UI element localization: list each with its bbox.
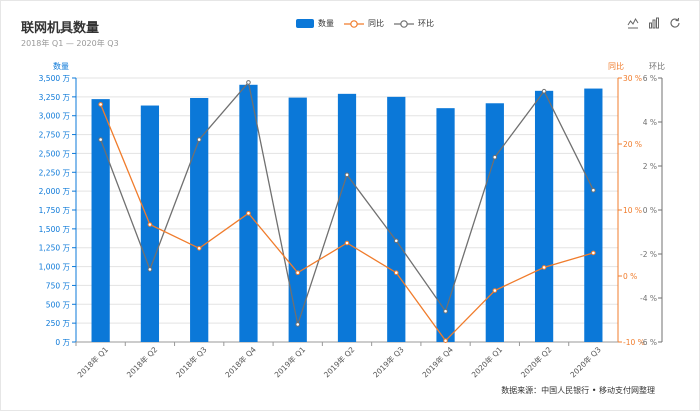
y-left-tick-label: 2,750 万 (39, 131, 71, 140)
y-left-tick-label: 3,000 万 (39, 112, 71, 121)
legend-item-quantity[interactable]: 数量 (296, 18, 334, 29)
y-left-tick-label: 0 万 (55, 338, 70, 347)
y-left-tick-label: 1,750 万 (39, 206, 71, 215)
point-qoq (295, 322, 301, 327)
bar-quantity (387, 96, 406, 342)
y-left-tick-label: 1,500 万 (39, 225, 71, 234)
chart-subtitle: 2018年 Q1 — 2020年 Q3 (21, 39, 119, 48)
point-qoq (492, 154, 498, 160)
y-right2-tick-label: -2 % (640, 250, 657, 259)
y-left-tick-label: 750 万 (46, 281, 71, 290)
point-yoy (246, 211, 251, 216)
point-yoy (98, 102, 103, 107)
y-left-axis-title: 数量 (53, 61, 69, 71)
bar-quantity (584, 88, 603, 342)
toolbox (627, 17, 681, 29)
point-yoy (295, 270, 301, 276)
point-yoy (492, 288, 498, 293)
bar-chart-icon[interactable] (648, 17, 660, 29)
y-right-tick-label: 20 % (623, 140, 642, 149)
x-tick-label: 2019年 Q2 (321, 344, 356, 379)
point-yoy (591, 250, 596, 256)
y-right-tick-label: -10 % (623, 338, 645, 347)
legend-item-yoy[interactable]: 同比 (344, 18, 384, 29)
y-left-tick-label: 1,250 万 (39, 244, 71, 253)
y-right2-tick-label: 2 % (643, 162, 657, 171)
y-left-tick-label: 3,250 万 (39, 93, 71, 102)
y-right2-tick-label: 0 % (643, 206, 657, 215)
bar-quantity (485, 103, 504, 342)
refresh-icon[interactable] (669, 17, 681, 29)
point-qoq (443, 308, 448, 314)
y-right-tick-label: 10 % (623, 206, 642, 215)
x-tick-label: 2020年 Q2 (518, 344, 553, 379)
y-right-tick-label: 0 % (623, 272, 637, 281)
y-left-tick-label: 2,250 万 (39, 168, 71, 177)
y-right2-axis-title: 环比 (649, 61, 665, 71)
legend-line-swatch-icon (394, 19, 414, 28)
point-qoq (98, 137, 103, 142)
point-qoq (196, 137, 202, 142)
point-qoq (541, 88, 547, 94)
y-right-axis-title: 同比 (608, 61, 624, 71)
x-tick-label: 2020年 Q3 (568, 344, 603, 379)
bar-quantity (337, 93, 357, 342)
x-tick-label: 2018年 Q3 (173, 344, 208, 379)
y-right2-tick-label: -4 % (640, 294, 657, 303)
point-qoq (344, 172, 350, 178)
legend-label-yoy: 同比 (368, 19, 384, 28)
y-left-tick-label: 250 万 (46, 319, 71, 328)
data-source-note: 数据来源：中国人民银行 • 移动支付网整理 (501, 386, 655, 395)
x-tick-label: 2018年 Q1 (75, 344, 110, 379)
point-yoy (147, 222, 153, 227)
x-tick-label: 2019年 Q4 (420, 344, 455, 379)
point-qoq (147, 267, 153, 272)
y-left-tick-label: 2,000 万 (39, 187, 71, 196)
y-right2-tick-label: 6 % (643, 74, 657, 83)
point-qoq (393, 238, 399, 244)
x-tick-label: 2019年 Q3 (371, 344, 406, 379)
legend-item-qoq[interactable]: 环比 (394, 18, 434, 29)
point-yoy (443, 338, 448, 343)
x-tick-label: 2020年 Q1 (469, 344, 504, 379)
legend-label-qoq: 环比 (418, 19, 434, 28)
point-qoq (246, 80, 251, 85)
line-chart-icon[interactable] (627, 17, 639, 29)
bar-quantity (534, 90, 554, 342)
point-yoy (196, 245, 202, 251)
bar-quantity (91, 99, 110, 343)
y-right-tick-label: 30 % (623, 74, 642, 83)
chart-title: 联网机具数量 (21, 21, 100, 36)
y-right2-tick-label: -6 % (640, 338, 657, 347)
x-tick-label: 2018年 Q4 (223, 344, 258, 379)
y-left-tick-label: 3,500 万 (39, 74, 71, 83)
point-yoy (344, 240, 350, 246)
x-tick-label: 2018年 Q2 (124, 344, 159, 379)
point-qoq (591, 187, 596, 193)
y-left-tick-label: 2,500 万 (39, 149, 71, 158)
bar-quantity (190, 97, 209, 342)
y-left-tick-label: 500 万 (46, 300, 71, 309)
bar-quantity (288, 97, 307, 343)
legend-label-quantity: 数量 (318, 19, 334, 28)
y-left-tick-label: 1,000 万 (39, 263, 71, 272)
bar-quantity (436, 108, 455, 343)
x-tick-label: 2019年 Q1 (272, 344, 307, 379)
y-right2-tick-label: 4 % (643, 118, 657, 127)
point-yoy (541, 265, 547, 270)
point-yoy (393, 270, 399, 276)
legend-line-swatch-icon (344, 19, 364, 28)
legend: 数量 同比 环比 (296, 18, 434, 29)
legend-bar-swatch (296, 19, 314, 28)
